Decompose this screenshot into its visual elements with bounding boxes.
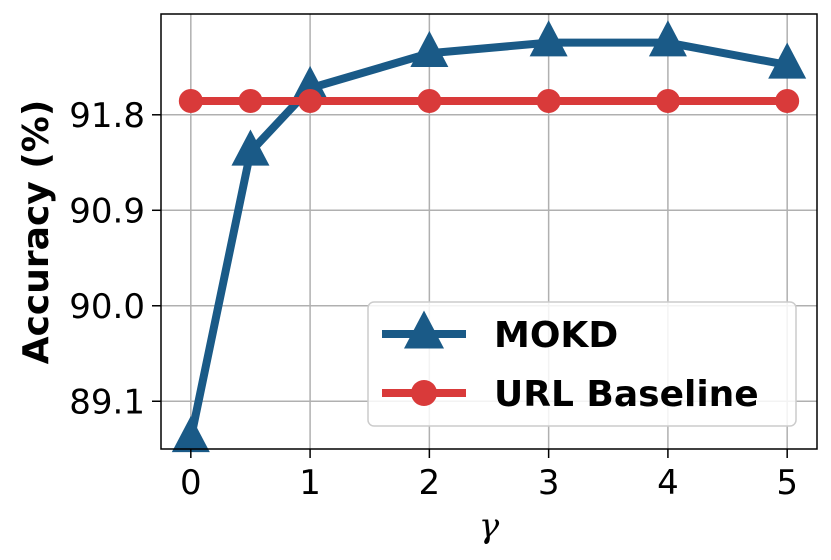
x-tick-label: 3	[538, 463, 560, 503]
y-tick-label: 91.8	[69, 96, 145, 136]
data-point-url-baseline	[238, 89, 263, 113]
x-tick-label: 0	[180, 463, 202, 503]
legend-label-url-baseline: URL Baseline	[494, 374, 759, 415]
y-tick-label: 90.9	[69, 191, 145, 231]
data-point-url-baseline	[417, 89, 442, 113]
axis-ticks: 0 1 2 3 4 5 89.1 90.0 90.9 91.8	[69, 96, 798, 503]
legend-marker-url-baseline	[411, 380, 437, 406]
x-tick-label: 1	[299, 463, 321, 503]
y-tick-label: 89.1	[69, 382, 145, 422]
y-tick-label: 90.0	[69, 287, 145, 327]
data-point-mokd	[171, 416, 210, 453]
data-point-mokd	[231, 129, 270, 166]
plot-frame	[160, 13, 818, 450]
data-point-url-baseline	[178, 89, 203, 113]
data-point-mokd	[291, 65, 330, 102]
legend-label-mokd: MOKD	[494, 315, 618, 356]
data-point-url-baseline	[298, 89, 323, 113]
series-layer	[171, 20, 807, 453]
legend-frame	[367, 301, 797, 427]
y-axis-title: Accuracy (%)	[16, 100, 57, 365]
data-point-url-baseline	[655, 89, 680, 113]
x-tick-label: 2	[419, 463, 441, 503]
data-point-url-baseline	[536, 89, 561, 113]
legend: MOKD URL Baseline	[367, 301, 797, 427]
legend-marker-mokd	[404, 310, 444, 349]
data-point-mokd	[410, 30, 449, 67]
data-point-url-baseline	[775, 89, 800, 113]
x-tick-label: 5	[776, 463, 798, 503]
data-point-mokd	[768, 42, 807, 79]
x-axis-title: γ	[479, 506, 500, 546]
data-point-mokd	[529, 20, 568, 57]
x-tick-label: 4	[657, 463, 679, 503]
data-point-mokd	[648, 20, 687, 57]
